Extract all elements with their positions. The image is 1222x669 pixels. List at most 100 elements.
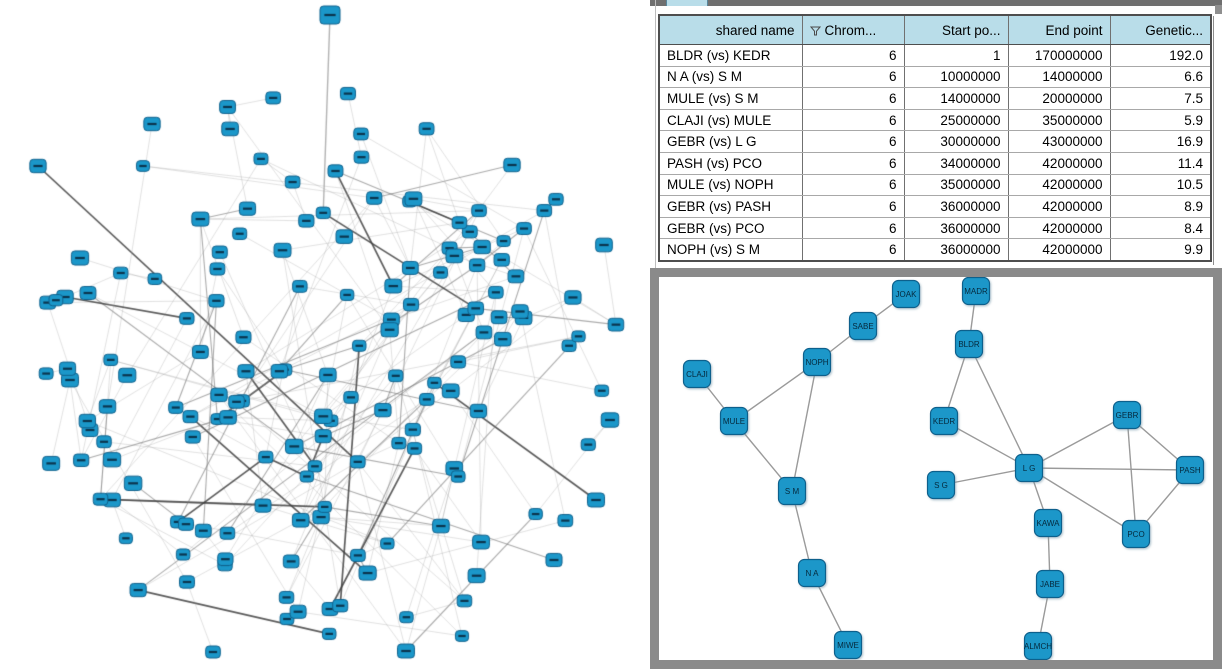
- table-cell[interactable]: 14000000: [1007, 65, 1111, 89]
- table-row[interactable]: CLAJI (vs) MULE 6 25000000 35000000 5.9: [658, 108, 1212, 132]
- table-cell[interactable]: 8.9: [1109, 195, 1212, 218]
- network-node-JABE[interactable]: JABE: [1035, 569, 1065, 599]
- table-row[interactable]: MULE (vs) NOPH 6 35000000 42000000 10.5: [658, 173, 1212, 197]
- table-row[interactable]: NOPH (vs) S M 6 36000000 42000000 9.9: [658, 238, 1212, 262]
- network-node-SABE[interactable]: SABE: [848, 311, 878, 341]
- table-cell[interactable]: GEBR (vs) PCO: [658, 216, 803, 240]
- table-cell[interactable]: 16.9: [1109, 130, 1212, 153]
- network-node-MULE[interactable]: MULE: [719, 406, 749, 436]
- table-cell[interactable]: 10.5: [1109, 173, 1212, 197]
- table-cell[interactable]: BLDR (vs) KEDR: [658, 44, 803, 67]
- network-node-PASH[interactable]: PASH: [1175, 455, 1205, 485]
- column-header-shared-name[interactable]: shared name: [658, 14, 803, 45]
- table-cell[interactable]: 6: [801, 238, 905, 262]
- column-header-label: End point: [1045, 22, 1103, 38]
- table-cell[interactable]: 170000000: [1007, 44, 1111, 67]
- node-label: NOPH: [805, 358, 828, 367]
- network-node-ALMCH[interactable]: ALMCH: [1023, 631, 1052, 660]
- table-cell[interactable]: 42000000: [1007, 195, 1111, 218]
- table-cell[interactable]: 35000000: [1007, 108, 1111, 132]
- network-edge-KEDR-LG: [943, 420, 1030, 469]
- table-cell[interactable]: NOPH (vs) S M: [658, 238, 803, 262]
- table-cell[interactable]: 9.9: [1109, 238, 1212, 262]
- table-cell[interactable]: 6: [801, 108, 905, 132]
- table-cell[interactable]: 6: [801, 44, 905, 67]
- table-cell[interactable]: N A (vs) S M: [658, 65, 803, 89]
- network-node-CLAJI[interactable]: CLAJI: [682, 359, 712, 389]
- node-label: ALMCH: [1024, 642, 1052, 651]
- node-label: MIWE: [837, 641, 859, 650]
- table-cell[interactable]: 36000000: [903, 238, 1009, 262]
- table-row[interactable]: PASH (vs) PCO 6 34000000 42000000 11.4: [658, 151, 1212, 175]
- table-cell[interactable]: 42000000: [1007, 151, 1111, 175]
- table-cell[interactable]: 1: [903, 44, 1009, 67]
- node-label: KEDR: [933, 417, 955, 426]
- table-cell[interactable]: 10000000: [903, 65, 1009, 89]
- table-cell[interactable]: 30000000: [903, 130, 1009, 153]
- table-cell[interactable]: 42000000: [1007, 173, 1111, 197]
- network-node-KAWA[interactable]: KAWA: [1033, 508, 1063, 538]
- table-cell[interactable]: 36000000: [903, 195, 1009, 218]
- network-node-MADR[interactable]: MADR: [961, 277, 991, 306]
- table-cell[interactable]: 42000000: [1007, 216, 1111, 240]
- table-cell[interactable]: 5.9: [1109, 108, 1212, 132]
- column-header-start-po---[interactable]: Start po...: [903, 14, 1009, 45]
- small-network-view[interactable]: JOAK MADR SABE BLDR NOPH CLAJI GEBR MULE KEDR L G…: [659, 277, 1213, 660]
- table-cell[interactable]: MULE (vs) S M: [658, 87, 803, 110]
- network-node-GEBR[interactable]: GEBR: [1112, 400, 1142, 430]
- table-cell[interactable]: 34000000: [903, 151, 1009, 175]
- panel-tab[interactable]: [666, 0, 708, 6]
- table-cell[interactable]: 6: [801, 151, 905, 175]
- table-cell[interactable]: 192.0: [1109, 44, 1212, 67]
- column-header-label: Start po...: [941, 22, 1001, 38]
- table-cell[interactable]: 42000000: [1007, 238, 1111, 262]
- network-edge-NOPH-SM: [791, 361, 818, 492]
- table-row[interactable]: MULE (vs) S M 6 14000000 20000000 7.5: [658, 87, 1212, 110]
- table-cell[interactable]: 35000000: [903, 173, 1009, 197]
- column-header-genetic---[interactable]: Genetic...: [1109, 14, 1212, 45]
- table-cell[interactable]: GEBR (vs) PASH: [658, 195, 803, 218]
- table-cell[interactable]: 6: [801, 130, 905, 153]
- table-cell[interactable]: 6: [801, 195, 905, 218]
- table-cell[interactable]: MULE (vs) NOPH: [658, 173, 803, 197]
- table-cell[interactable]: 25000000: [903, 108, 1009, 132]
- table-cell[interactable]: 36000000: [903, 216, 1009, 240]
- column-header-chrom---[interactable]: Chrom...: [801, 14, 905, 45]
- edge-attribute-table: shared name Chrom... Start po... End point G…: [658, 14, 1212, 262]
- table-row[interactable]: GEBR (vs) PCO 6 36000000 42000000 8.4: [658, 216, 1212, 240]
- node-label: SABE: [852, 322, 873, 331]
- network-node-LG[interactable]: L G: [1014, 453, 1044, 483]
- table-row[interactable]: GEBR (vs) L G 6 30000000 43000000 16.9: [658, 130, 1212, 153]
- column-header-end-point[interactable]: End point: [1007, 14, 1111, 45]
- table-cell[interactable]: CLAJI (vs) MULE: [658, 108, 803, 132]
- network-node-MIWE[interactable]: MIWE: [833, 630, 863, 660]
- table-row[interactable]: BLDR (vs) KEDR 6 1 170000000 192.0: [658, 44, 1212, 67]
- table-cell[interactable]: PASH (vs) PCO: [658, 151, 803, 175]
- table-cell[interactable]: 7.5: [1109, 87, 1212, 110]
- table-cell[interactable]: 20000000: [1007, 87, 1111, 110]
- table-cell[interactable]: 6: [801, 173, 905, 197]
- table-cell[interactable]: 43000000: [1007, 130, 1111, 153]
- network-node-JOAK[interactable]: JOAK: [891, 279, 921, 309]
- table-row[interactable]: N A (vs) S M 6 10000000 14000000 6.6: [658, 65, 1212, 89]
- table-cell[interactable]: 11.4: [1109, 151, 1212, 175]
- network-node-BLDR[interactable]: BLDR: [954, 329, 984, 359]
- table-scroll-gutter[interactable]: [1213, 16, 1222, 265]
- table-cell[interactable]: 8.4: [1109, 216, 1212, 240]
- filter-icon[interactable]: [809, 26, 821, 36]
- table-cell[interactable]: 6: [801, 216, 905, 240]
- table-row[interactable]: GEBR (vs) PASH 6 36000000 42000000 8.9: [658, 195, 1212, 218]
- network-node-SM[interactable]: S M: [777, 476, 807, 506]
- table-cell[interactable]: 6: [801, 65, 905, 89]
- network-node-KEDR[interactable]: KEDR: [929, 406, 959, 436]
- table-cell[interactable]: 6.6: [1109, 65, 1212, 89]
- table-cell[interactable]: 6: [801, 87, 905, 110]
- table-cell[interactable]: 14000000: [903, 87, 1009, 110]
- network-node-NOPH[interactable]: NOPH: [802, 347, 832, 377]
- network-node-SG[interactable]: S G: [926, 470, 956, 500]
- large-network-view[interactable]: [0, 0, 650, 669]
- panel-divider: [655, 0, 656, 268]
- network-node-PCO[interactable]: PCO: [1121, 519, 1151, 549]
- network-node-NA[interactable]: N A: [797, 558, 827, 588]
- table-cell[interactable]: GEBR (vs) L G: [658, 130, 803, 153]
